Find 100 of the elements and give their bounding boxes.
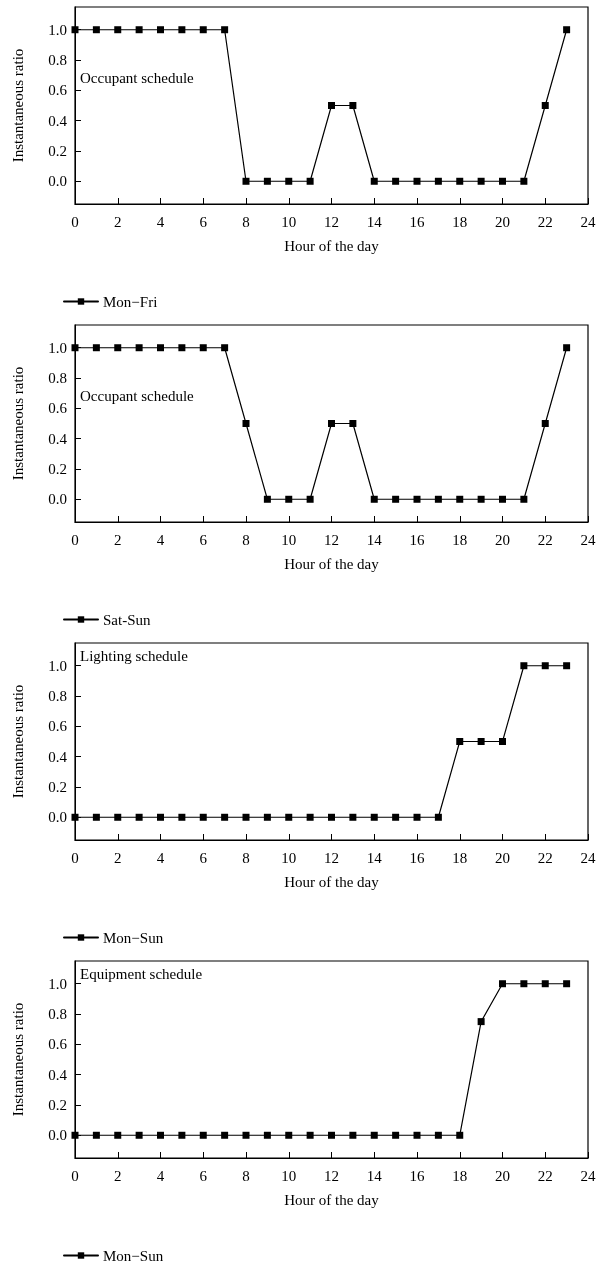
x-tick-label: 22: [537, 1167, 553, 1184]
y-tick-label: 0.0: [48, 173, 67, 190]
x-tick-label: 10: [281, 849, 297, 866]
y-tick-label: 0.2: [48, 142, 67, 159]
x-tick-label: 10: [281, 531, 297, 548]
point: [434, 813, 442, 821]
y-tick-label: 0.6: [48, 82, 68, 99]
y-axis-title: Instantaneous ratio: [9, 48, 26, 163]
y-tick-label: 0.0: [48, 809, 67, 826]
point: [157, 813, 164, 821]
x-tick-label: 8: [242, 1167, 250, 1184]
x-tick-label: 18: [452, 531, 468, 548]
y-axis-title: Instantaneous ratio: [9, 684, 26, 799]
x-tick-label: 22: [537, 213, 553, 230]
y-tick-label: 0.6: [48, 718, 68, 735]
x-tick-label: 2: [114, 849, 122, 866]
y-tick-label: 0.6: [48, 1036, 68, 1053]
point: [349, 1131, 357, 1139]
legend-label: Mon−Fri: [103, 293, 158, 310]
point: [477, 495, 485, 503]
x-tick-label: 16: [409, 849, 425, 866]
x-tick-label: 14: [366, 1167, 383, 1184]
point: [285, 177, 293, 185]
x-tick-label: 6: [199, 531, 208, 548]
point: [349, 813, 357, 821]
point: [413, 495, 421, 503]
point: [477, 177, 485, 185]
y-tick-label: 0.4: [48, 748, 68, 765]
point: [285, 495, 293, 503]
x-tick-label: 16: [409, 213, 425, 230]
x-tick-label: 8: [242, 849, 250, 866]
point: [349, 102, 357, 109]
point: [456, 177, 464, 185]
x-tick-label: 22: [537, 531, 553, 548]
x-tick-label: 12: [324, 213, 339, 230]
point: [328, 420, 335, 427]
x-tick-label: 10: [281, 1167, 297, 1184]
point: [392, 495, 400, 503]
y-tick-label: 0.4: [48, 1066, 68, 1083]
point: [520, 177, 528, 185]
x-tick-label: 6: [199, 1167, 208, 1184]
x-tick-label: 18: [452, 849, 468, 866]
point: [178, 344, 186, 352]
point: [563, 980, 571, 988]
point: [499, 495, 506, 503]
point: [92, 1131, 100, 1139]
y-tick-label: 0.2: [48, 778, 67, 795]
y-tick-label: 0.8: [48, 370, 67, 387]
point: [434, 177, 442, 185]
x-tick-label: 0: [71, 849, 79, 866]
point: [221, 1131, 229, 1139]
point: [520, 662, 528, 670]
y-axis-title: Instantaneous ratio: [9, 366, 26, 481]
x-tick-label: 8: [242, 213, 250, 230]
point: [499, 177, 506, 185]
point: [520, 495, 528, 503]
point: [199, 26, 207, 34]
x-tick-label: 6: [199, 849, 208, 866]
point: [178, 813, 186, 821]
point: [135, 1131, 143, 1139]
point: [477, 1018, 485, 1026]
point: [306, 1131, 314, 1139]
x-tick-label: 0: [71, 1167, 79, 1184]
x-tick-label: 24: [580, 531, 596, 548]
y-tick-label: 1.0: [48, 21, 67, 38]
x-tick-label: 0: [71, 531, 79, 548]
point: [221, 26, 229, 34]
x-tick-label: 20: [495, 213, 510, 230]
x-tick-label: 2: [114, 531, 122, 548]
x-axis-title: Hour of the day: [284, 237, 380, 254]
point: [563, 26, 571, 34]
x-tick-label: 22: [537, 849, 553, 866]
point: [306, 177, 314, 185]
y-axis-title: Instantaneous ratio: [9, 1002, 26, 1117]
x-tick-label: 12: [324, 849, 339, 866]
x-tick-label: 24: [580, 213, 596, 230]
point: [263, 813, 271, 821]
x-tick-label: 18: [452, 1167, 468, 1184]
point: [242, 420, 250, 427]
annotation: Occupant schedule: [80, 387, 195, 404]
x-tick-label: 12: [324, 531, 339, 548]
x-tick-label: 4: [156, 531, 165, 548]
x-tick-label: 4: [156, 1167, 165, 1184]
point: [199, 344, 207, 352]
point: [563, 344, 571, 352]
point: [157, 344, 164, 352]
x-tick-label: 4: [156, 213, 165, 230]
legend-label: Sat-Sun: [103, 611, 151, 628]
point: [263, 177, 271, 185]
x-tick-label: 16: [409, 1167, 425, 1184]
legend-label: Mon−Sun: [103, 929, 164, 946]
annotation: Equipment schedule: [80, 965, 203, 982]
x-tick-label: 12: [324, 1167, 339, 1184]
point: [306, 813, 314, 821]
x-tick-label: 24: [580, 1167, 596, 1184]
y-tick-label: 0.4: [48, 430, 68, 447]
point: [499, 980, 506, 988]
point: [456, 495, 464, 503]
point: [263, 495, 271, 503]
point: [541, 980, 549, 988]
